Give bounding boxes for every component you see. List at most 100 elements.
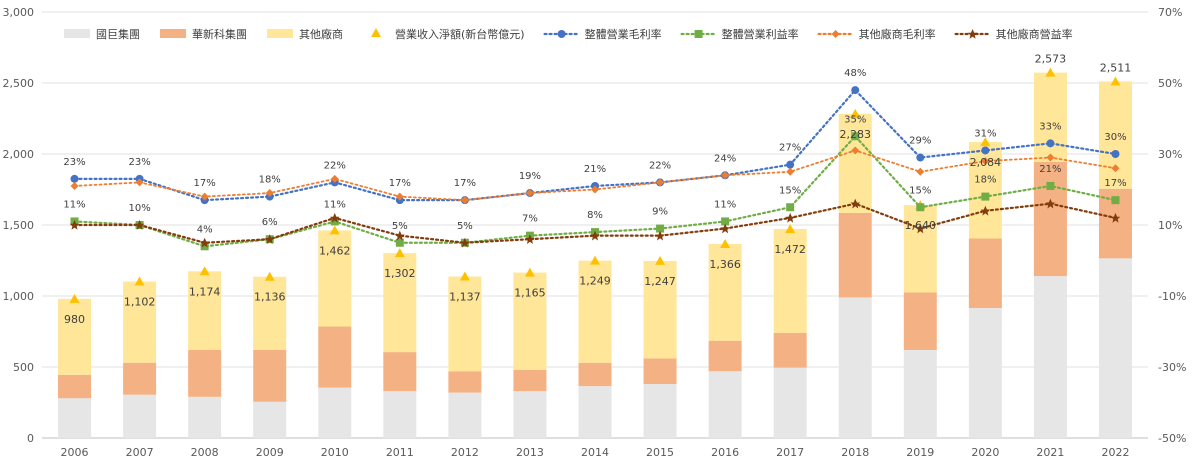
line-point <box>135 178 144 187</box>
bar-segment <box>838 212 872 298</box>
line-point <box>916 167 925 176</box>
total-label: 1,640 <box>905 219 937 232</box>
y-left-tick-label: 2,000 <box>3 148 35 161</box>
line-point <box>590 230 600 241</box>
bar-segment <box>773 228 807 333</box>
total-label: 1,249 <box>579 275 611 288</box>
y-left-tick-label: 1,500 <box>3 219 35 232</box>
operating-margin-label: 18% <box>974 175 996 186</box>
total-label: 1,247 <box>644 275 676 288</box>
bar-segment <box>318 230 352 327</box>
line-point <box>199 237 210 248</box>
bar-segment <box>578 260 612 363</box>
total-label: 1,102 <box>124 296 156 309</box>
revenue-marker <box>1045 67 1056 77</box>
y-left-tick-label: 0 <box>27 432 34 445</box>
bar-segment <box>513 391 547 438</box>
legend-swatch-marker <box>557 30 566 38</box>
bar-segment <box>448 371 482 393</box>
line-point <box>70 174 79 183</box>
operating-margin-label: 8% <box>587 210 603 221</box>
bar-segment <box>903 349 937 438</box>
line-point <box>200 242 209 251</box>
operating-margin-label: 35% <box>844 114 866 125</box>
x-tick-label: 2020 <box>971 446 999 459</box>
operating-margin-label: 15% <box>779 185 801 196</box>
revenue-marker <box>69 293 80 303</box>
line-point <box>460 196 469 205</box>
lines <box>69 67 1121 303</box>
legend-item: 整體營業毛利率 <box>543 27 662 41</box>
line-point <box>460 237 470 248</box>
right-axis: -50% -30% -10% 10% 30% 50% 70% <box>1158 6 1186 445</box>
line-point <box>786 167 795 176</box>
operating-margin-label: 6% <box>262 217 278 228</box>
gross-margin-label: 23% <box>128 157 150 168</box>
total-label: 2,084 <box>970 156 1002 169</box>
legend-label: 整體營業利益率 <box>722 27 799 41</box>
bar-segment <box>903 292 937 350</box>
gross-margin-label: 33% <box>1039 121 1061 132</box>
operating-margin-label: 11% <box>63 199 85 210</box>
line-point <box>656 224 665 233</box>
line-point <box>981 192 990 201</box>
line-point <box>851 132 860 141</box>
gross-margin-label: 17% <box>194 178 216 189</box>
revenue-marker <box>329 225 340 235</box>
revenue-marker <box>980 137 991 147</box>
total-label: 1,174 <box>189 285 221 298</box>
bar-segment <box>1033 72 1067 162</box>
legend-swatch <box>267 29 293 38</box>
operating-margin-label: 7% <box>522 214 538 225</box>
bar-segment <box>513 369 547 392</box>
revenue-marker <box>199 266 210 276</box>
legend-label: 國巨集團 <box>96 27 140 41</box>
y-right-tick-label: 50% <box>1158 77 1182 90</box>
legend-label: 其他廠商 <box>299 27 343 41</box>
line-point <box>851 86 860 95</box>
x-tick-label: 2006 <box>61 446 89 459</box>
line-point <box>786 203 795 212</box>
revenue-marker <box>264 271 275 281</box>
gross-margin-label: 22% <box>324 160 346 171</box>
operating-margin-label: 11% <box>324 199 346 210</box>
line-point <box>525 234 535 244</box>
x-tick-label: 2013 <box>516 446 544 459</box>
bar-segment <box>318 326 352 388</box>
line-point <box>525 189 534 198</box>
bar-segment <box>448 276 482 372</box>
line-point <box>981 146 990 155</box>
bar-segment <box>643 260 677 359</box>
bar-segment <box>383 391 417 438</box>
bar-segment <box>188 396 222 438</box>
line-point <box>851 146 860 155</box>
bar-segment <box>58 374 92 399</box>
y-right-tick-label: 30% <box>1158 148 1182 161</box>
revenue-marker <box>394 248 405 258</box>
bar-segment <box>773 367 807 438</box>
line-point <box>786 160 795 169</box>
bar-segment <box>188 349 222 397</box>
operating-margin-label: 15% <box>909 185 931 196</box>
bar-segment <box>968 308 1002 438</box>
bar-segment <box>708 244 742 341</box>
y-left-tick-label: 1,000 <box>3 290 35 303</box>
total-label: 1,366 <box>709 258 741 271</box>
legend-swatch <box>160 29 186 38</box>
left-axis: 0 500 1,000 1,500 2,000 2,500 3,000 <box>3 6 35 445</box>
legend-label: 其他廠商營益率 <box>996 27 1073 41</box>
line-point <box>916 203 925 212</box>
total-label: 1,462 <box>319 244 351 257</box>
bar-segment <box>643 358 677 385</box>
bar-segment <box>123 394 157 438</box>
total-label: 1,137 <box>449 291 481 304</box>
total-label: 1,472 <box>774 243 806 256</box>
y-right-tick-label: -10% <box>1158 290 1186 303</box>
legend-item: 營業收入淨額(新台幣億元) <box>371 27 525 41</box>
bar-segment <box>1098 258 1132 438</box>
y-right-tick-label: 10% <box>1158 219 1182 232</box>
bar-segment <box>643 384 677 438</box>
bar-segment <box>253 276 287 350</box>
line-point <box>591 185 599 194</box>
